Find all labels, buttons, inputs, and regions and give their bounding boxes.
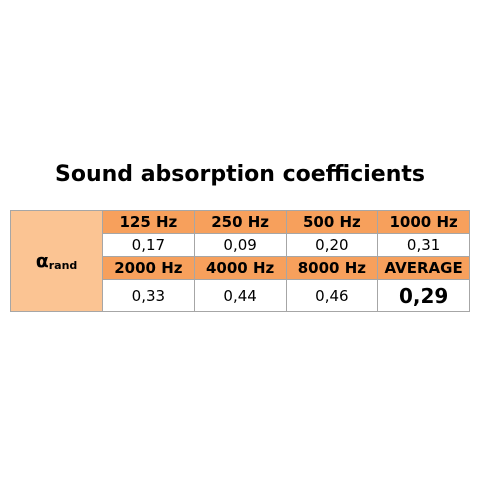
row-label-symbol: α	[35, 250, 49, 272]
value-row: 0,17 0,09 0,20 0,31	[11, 233, 470, 257]
frequency-header: 125 Hz	[102, 210, 195, 234]
coefficient: 0,46	[285, 279, 379, 312]
absorption-table: αrand 125 Hz 250 Hz 500 Hz 1000 Hz 0,17 …	[10, 210, 470, 312]
header-row: 2000 Hz 4000 Hz 8000 Hz AVERAGE	[11, 256, 470, 280]
average-value: 0,29	[377, 279, 470, 312]
coefficient: 0,17	[102, 233, 195, 257]
coefficient: 0,44	[193, 279, 287, 312]
frequency-header: 500 Hz	[285, 210, 379, 234]
average-header: AVERAGE	[377, 256, 470, 280]
coefficient: 0,20	[285, 233, 379, 257]
header-row: αrand 125 Hz 250 Hz 500 Hz 1000 Hz	[10, 210, 470, 312]
frequency-header: 250 Hz	[193, 210, 287, 234]
row-label: αrand	[10, 210, 103, 312]
frequency-header: 1000 Hz	[377, 210, 470, 234]
frequency-header: 8000 Hz	[285, 256, 379, 280]
value-row: 0,33 0,44 0,46 0,29	[11, 279, 470, 312]
coefficient: 0,33	[102, 279, 195, 312]
frequency-header: 4000 Hz	[193, 256, 287, 280]
coefficient: 0,31	[377, 233, 470, 257]
title: Sound absorption coefficients	[55, 162, 425, 187]
row-label-subscript: rand	[48, 259, 78, 272]
coefficient: 0,09	[193, 233, 287, 257]
frequency-header: 2000 Hz	[102, 256, 195, 280]
